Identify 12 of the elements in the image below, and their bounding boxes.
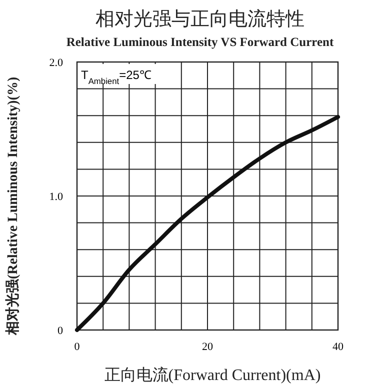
- y-tick-label: 0: [58, 325, 64, 337]
- y-tick-label: 1.0: [49, 191, 64, 203]
- y-axis-title: 相对光强(Relative Luminous Intensity)(%): [5, 76, 21, 336]
- x-axis-title: 正向电流(Forward Current)(mA): [104, 366, 321, 384]
- chart-title: 相对光强与正向电流特性: [96, 8, 304, 30]
- line-series: [75, 114, 340, 332]
- annotation: T$_{Ambient}$=25℃: [81, 68, 152, 86]
- x-tick-label: 40: [332, 341, 344, 353]
- x-tick-label: 0: [74, 341, 80, 353]
- x-tick-label: 20: [202, 341, 214, 353]
- chart-subtitle: Relative Luminous Intensity VS Forward Current: [66, 35, 334, 49]
- y-tick-label: 2.0: [49, 57, 64, 69]
